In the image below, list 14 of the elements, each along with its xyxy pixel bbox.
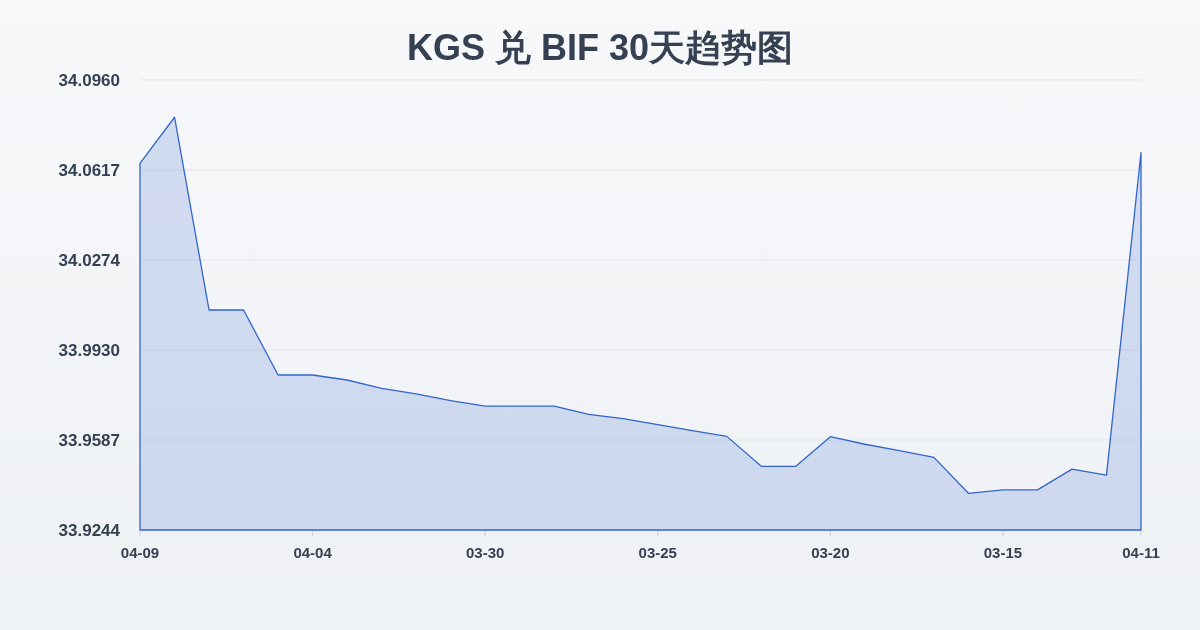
y-tick-label: 33.9930	[58, 341, 120, 361]
x-tick-label: 03-20	[811, 544, 850, 561]
x-tick-label: 04-11	[1122, 544, 1160, 561]
x-tick-label: 04-04	[293, 544, 333, 561]
y-tick-label: 34.0960	[58, 71, 120, 90]
y-tick-label: 34.0274	[58, 250, 121, 270]
x-tick-label: 03-25	[638, 544, 677, 561]
x-tick-label: 03-30	[465, 544, 505, 561]
y-tick-label: 33.9244	[58, 521, 121, 540]
x-tick-label: 03-15	[983, 544, 1023, 561]
y-tick-label: 34.0617	[58, 160, 120, 180]
y-tick-label: 33.9587	[58, 431, 120, 451]
x-tick-label: 04-09	[120, 544, 160, 561]
title: KGS 兑 BIF 30天趋势图	[406, 27, 794, 68]
